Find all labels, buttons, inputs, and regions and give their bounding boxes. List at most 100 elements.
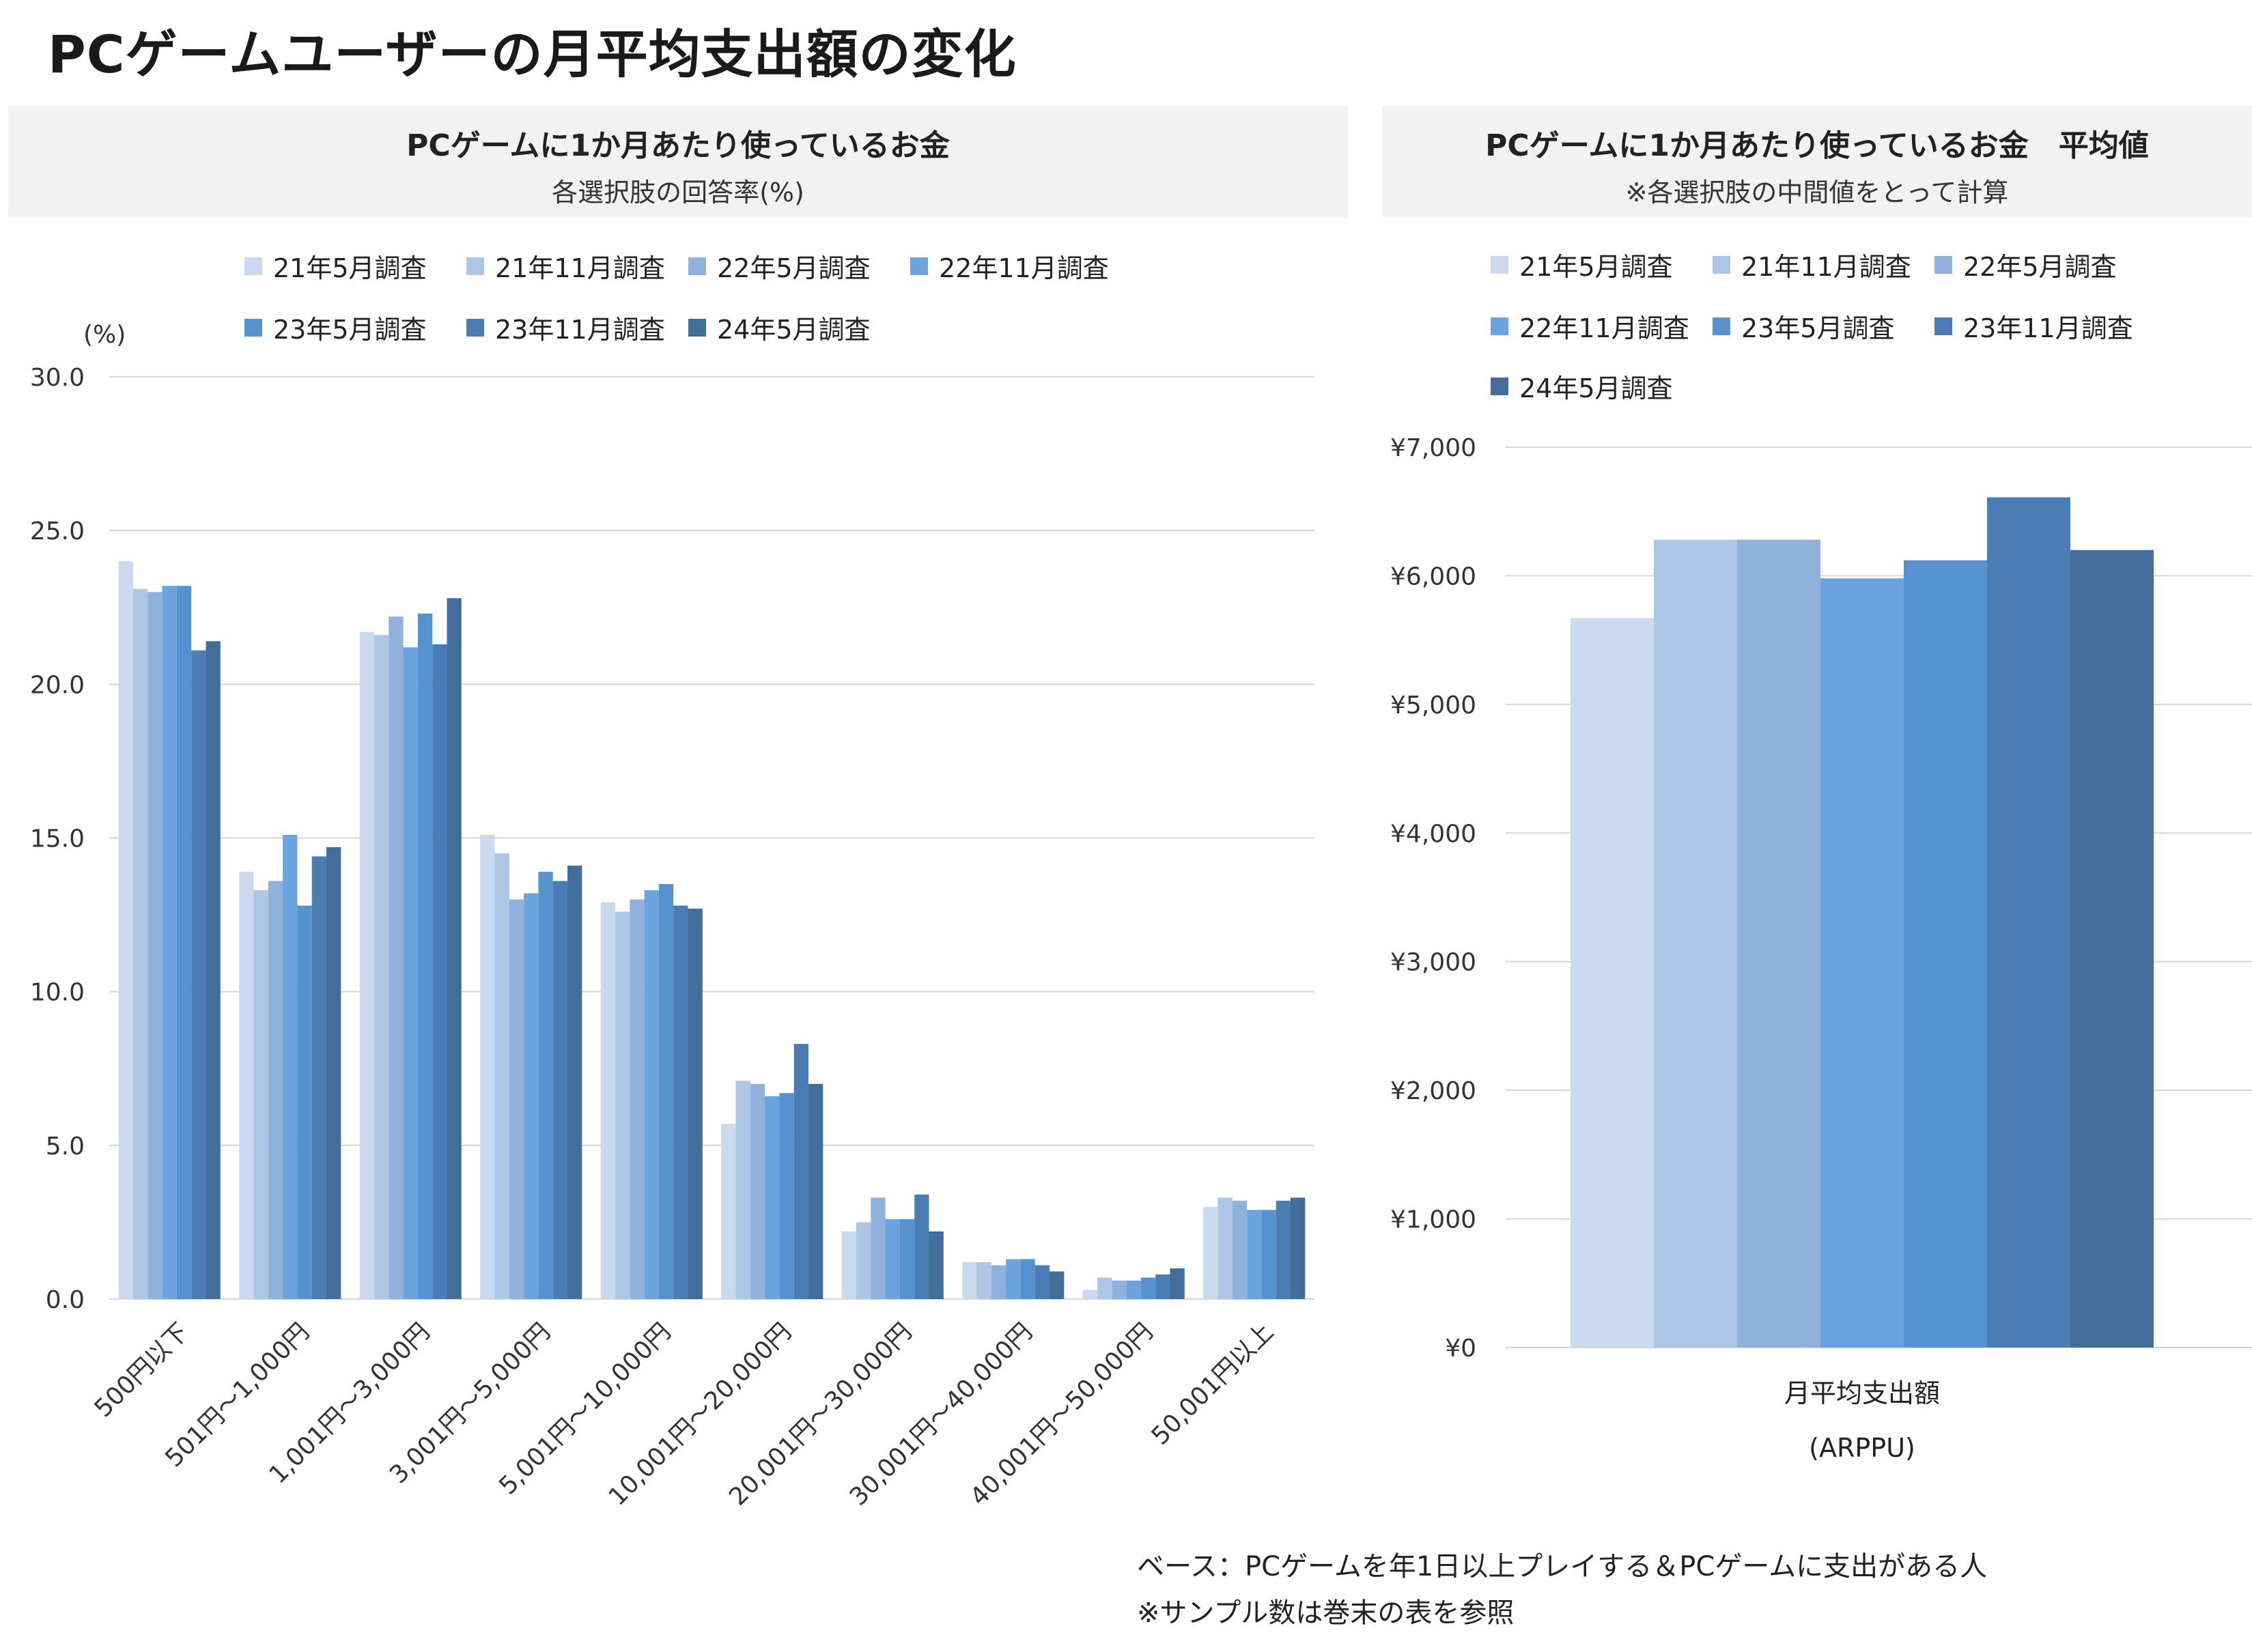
x-tick-label: 月平均支出額 (1784, 1378, 1940, 1408)
bar (750, 1083, 765, 1299)
legend-label: 24年5月調査 (717, 315, 871, 345)
bar (1082, 1290, 1097, 1299)
bar (447, 598, 462, 1299)
legend-item: 22年11月調査 (910, 247, 1109, 285)
legend-swatch (466, 257, 484, 275)
bar (1904, 560, 1987, 1348)
bar (673, 905, 688, 1299)
bar (191, 650, 206, 1299)
bar (1571, 618, 1654, 1348)
y-tick-label: 0.0 (46, 1286, 85, 1314)
legend-item: 21年11月調査 (466, 247, 665, 285)
bar (567, 866, 582, 1299)
y-tick-label: 10.0 (30, 979, 85, 1007)
y-tick-label: 15.0 (30, 825, 85, 853)
bar (432, 644, 447, 1299)
legend-item: 22年11月調査 (1491, 307, 1689, 345)
bar (1155, 1274, 1170, 1299)
y-tick-label: 20.0 (30, 671, 85, 699)
page-title: PCゲームユーザーの月平均支出額の変化 (48, 24, 1017, 85)
bar (658, 884, 674, 1299)
legend-item: 24年5月調査 (1491, 367, 1673, 405)
left-chart-title: PCゲームに1か月あたり使っているお金 (406, 128, 950, 163)
bar (1034, 1265, 1050, 1299)
left-bar-chart: (%)0.05.010.015.020.025.030.0500円以下501円～… (30, 321, 1314, 1511)
bar (914, 1194, 929, 1299)
y-tick-label: ¥1,000 (1390, 1206, 1476, 1234)
legend-item: 21年5月調査 (1491, 246, 1673, 283)
legend-label: 22年5月調査 (717, 253, 871, 283)
right-bar-chart: ¥0 ¥1,000 ¥2,000 ¥3,000 ¥4,000 ¥5,000 ¥6,000 ¥7… (1390, 434, 2252, 1463)
bar (1261, 1210, 1276, 1299)
legend-label: 23年5月調査 (273, 315, 427, 345)
legend-item: 23年5月調査 (1713, 307, 1895, 345)
bar (1126, 1280, 1141, 1299)
bar (1820, 578, 1904, 1348)
legend-label: 21年11月調査 (495, 253, 665, 283)
legend-label: 21年11月調査 (1741, 252, 1911, 282)
bar (841, 1231, 856, 1299)
bar (1050, 1271, 1065, 1299)
footnote-base: ベース：PCゲームを年1日以上プレイする＆PCゲームに支出がある人 (1137, 1551, 1988, 1582)
x-tick-label: 500円以下 (89, 1318, 195, 1423)
bar (1232, 1200, 1248, 1299)
bar (1291, 1197, 1306, 1299)
y-tick-label: 25.0 (30, 517, 85, 545)
bar (239, 872, 254, 1299)
legend-label: 21年5月調査 (273, 253, 427, 283)
bar (1218, 1197, 1233, 1299)
legend-item: 23年11月調査 (1934, 307, 2133, 345)
bar (779, 1093, 794, 1299)
x-tick-label: 50,001円以上 (1146, 1318, 1279, 1450)
legend-swatch (1491, 317, 1508, 335)
bar (1006, 1259, 1021, 1299)
bar (976, 1262, 991, 1299)
left-chart-subtitle: 各選択肢の回答率(%) (552, 177, 804, 208)
bar (311, 856, 326, 1299)
y-tick-label: ¥4,000 (1390, 820, 1476, 848)
left-chart-header: PCゲームに1か月あたり使っているお金 各選択肢の回答率(%) (8, 106, 1348, 217)
legend-swatch (466, 318, 484, 337)
bar (615, 911, 630, 1299)
bar (162, 586, 177, 1299)
bar (871, 1197, 886, 1299)
y-axis-unit: (%) (83, 321, 126, 349)
bar (991, 1265, 1007, 1299)
legend-item: 21年5月調査 (244, 247, 427, 285)
bar (389, 616, 404, 1299)
legend-label: 22年11月調査 (1519, 313, 1689, 343)
legend-label: 23年11月調査 (1963, 313, 2133, 343)
bar (494, 853, 509, 1299)
bar (630, 899, 645, 1299)
bar (856, 1222, 871, 1299)
bar (359, 631, 374, 1299)
bar (326, 847, 341, 1299)
bar (538, 872, 553, 1299)
bar (118, 561, 133, 1300)
bar (962, 1262, 977, 1299)
y-tick-label: ¥6,000 (1390, 562, 1476, 590)
legend-label: 24年5月調査 (1519, 373, 1673, 403)
bar (808, 1083, 824, 1299)
legend-swatch (1491, 255, 1508, 274)
legend-swatch (1934, 317, 1952, 335)
legend-swatch (1491, 377, 1508, 395)
bar (1987, 497, 2070, 1348)
bar (1654, 539, 1737, 1348)
x-tick-sublabel: (ARPPU) (1809, 1433, 1915, 1463)
legend-swatch (688, 318, 706, 337)
legend-label: 23年11月調査 (495, 315, 665, 345)
bar (688, 909, 703, 1299)
legend-swatch (1713, 317, 1730, 335)
bar (885, 1219, 900, 1299)
right-chart-header: PCゲームに1か月あたり使っているお金 平均値 ※各選択肢の中間値をとって計算 (1382, 106, 2252, 217)
footnote-sample: ※サンプル数は巻末の表を参照 (1137, 1597, 1515, 1629)
right-chart-subtitle: ※各選択肢の中間値をとって計算 (1625, 177, 2009, 208)
bar (793, 1044, 808, 1299)
legend-label: 21年5月調査 (1519, 252, 1673, 282)
bar (417, 613, 433, 1299)
bar (552, 881, 567, 1299)
bar (765, 1096, 780, 1299)
legend-swatch (910, 257, 928, 275)
y-tick-label: ¥7,000 (1390, 434, 1476, 462)
